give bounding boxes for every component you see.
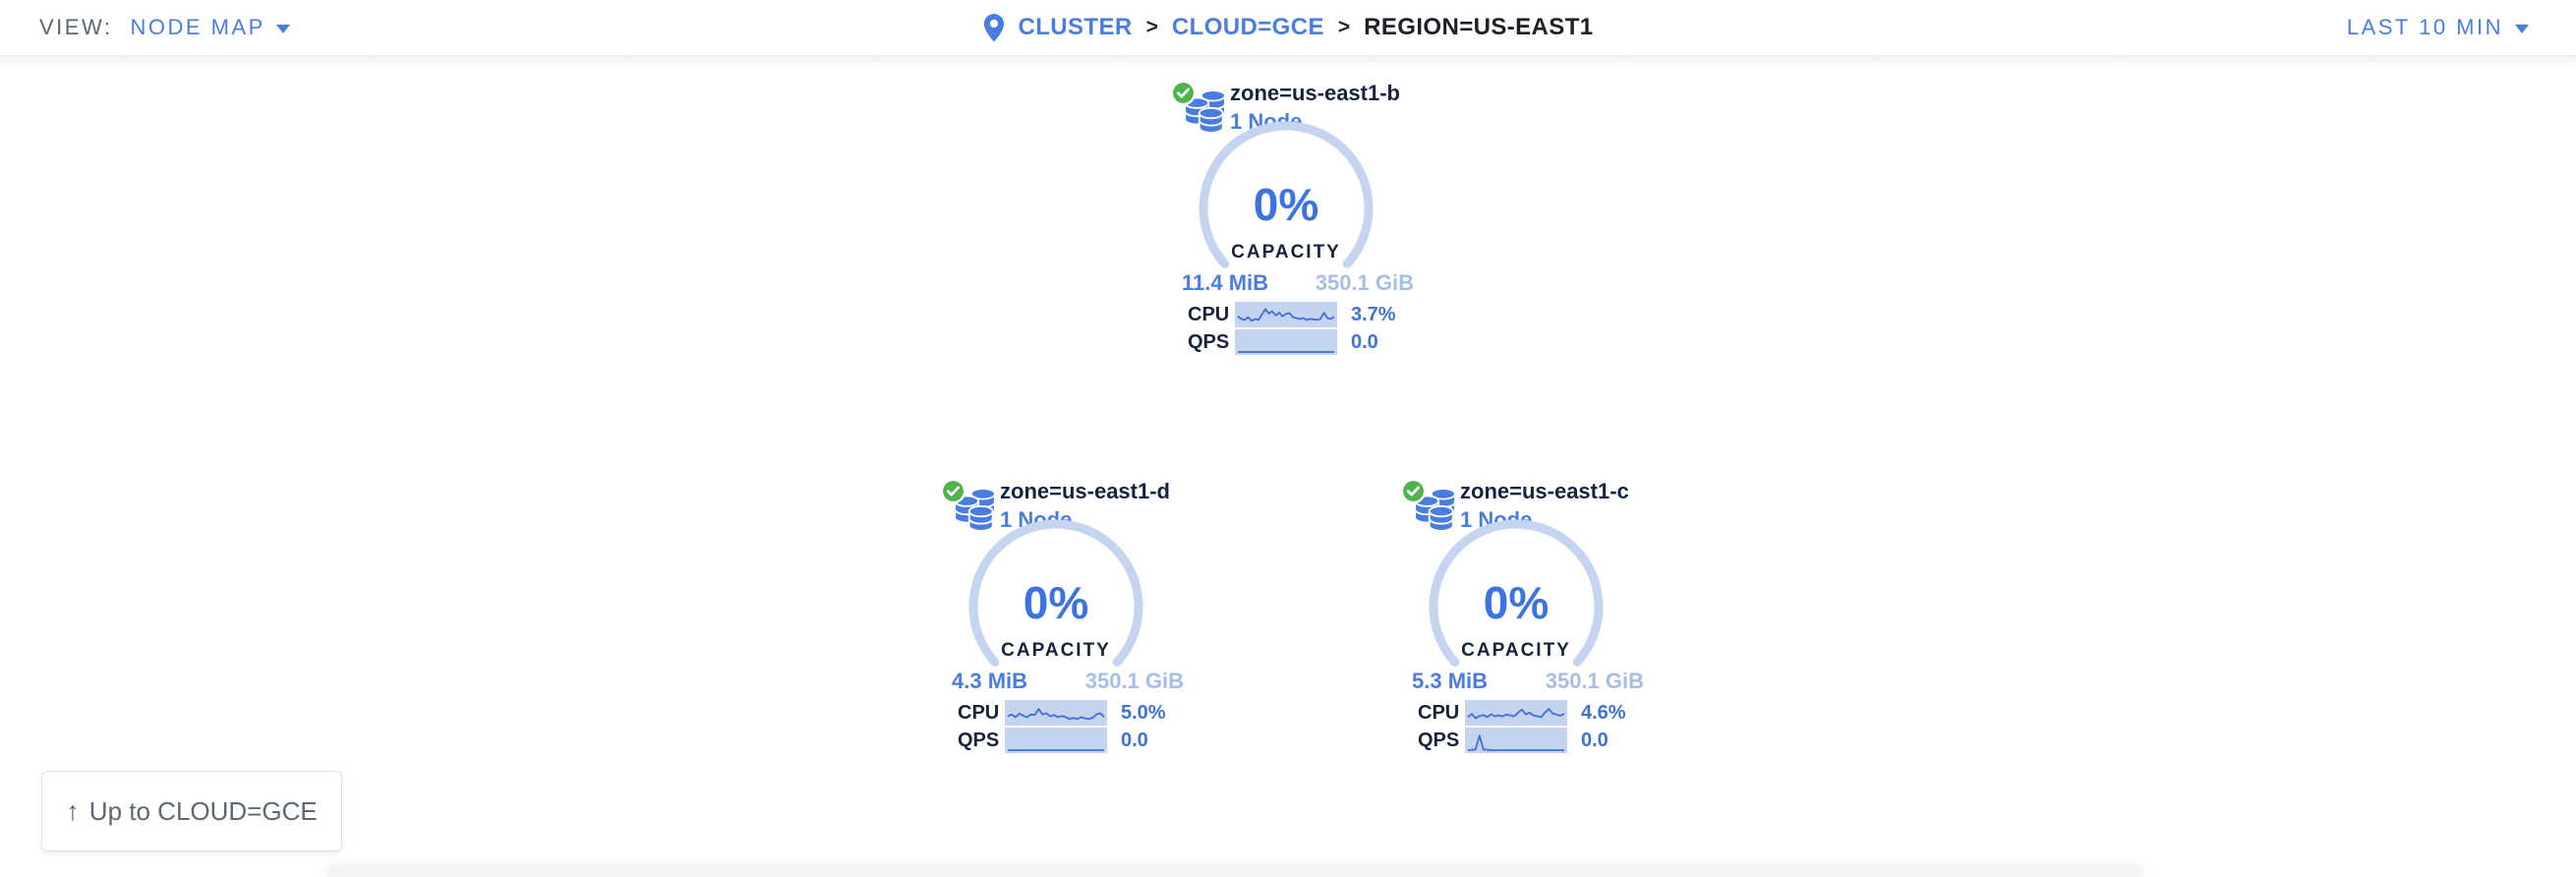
zone-locality-label: zone=us-east1-d xyxy=(1000,479,1170,503)
capacity-percent: 0% xyxy=(1483,577,1550,628)
capacity-total-value: 350.1 GiB xyxy=(1084,669,1184,693)
capacity-values: 11.4 MiB 350.1 GiB xyxy=(1182,270,1414,296)
view-dropdown[interactable]: NODE MAP xyxy=(130,15,290,40)
qps-value: 0.0 xyxy=(1121,729,1148,751)
map-pin-icon xyxy=(983,13,1005,41)
cpu-metric-row: CPU 4.6% xyxy=(1418,700,1638,726)
breadcrumb-current-region: REGION=US-EAST1 xyxy=(1364,14,1594,40)
cpu-label: CPU xyxy=(958,701,1000,724)
capacity-total-value: 350.1 GiB xyxy=(1315,270,1414,295)
capacity-percent: 0% xyxy=(1253,179,1319,230)
capacity-gauge-arc xyxy=(1199,121,1374,268)
node-stack-icon xyxy=(1414,488,1456,532)
chevron-down-icon xyxy=(2515,24,2529,33)
time-range-value: LAST 10 MIN xyxy=(2346,15,2503,39)
zone-node-card[interactable]: zone=us-east1-c 1 Node 0% CAPACITY 5.3 M… xyxy=(1388,473,1644,768)
capacity-label: CAPACITY xyxy=(1231,242,1341,263)
zone-node-card[interactable]: zone=us-east1-b 1 Node 0% CAPACITY 11.4 … xyxy=(1158,75,1414,370)
capacity-used-value: 4.3 MiB xyxy=(952,669,1028,693)
qps-label: QPS xyxy=(1188,330,1230,353)
capacity-used-value: 11.4 MiB xyxy=(1182,270,1269,295)
view-dropdown-value: NODE MAP xyxy=(130,15,265,39)
cpu-value: 5.0% xyxy=(1121,701,1166,724)
capacity-total-value: 350.1 GiB xyxy=(1545,669,1644,693)
cpu-value: 3.7% xyxy=(1351,303,1396,325)
healthy-check-icon xyxy=(1170,80,1197,106)
capacity-gauge-arc xyxy=(1429,519,1604,667)
qps-sparkline xyxy=(1465,728,1567,753)
breadcrumb-cloud-gce[interactable]: CLOUD=GCE xyxy=(1171,14,1324,40)
up-to-parent-button[interactable]: ↑ Up to CLOUD=GCE xyxy=(41,771,342,851)
qps-sparkline xyxy=(1235,329,1337,355)
view-selector-group: VIEW: NODE MAP xyxy=(39,0,290,55)
capacity-label: CAPACITY xyxy=(1001,640,1111,661)
cpu-sparkline xyxy=(1005,700,1107,726)
next-section-edge xyxy=(324,863,2145,877)
capacity-values: 4.3 MiB 350.1 GiB xyxy=(952,669,1184,694)
zone-locality-label: zone=us-east1-b xyxy=(1230,81,1400,105)
cpu-metric-row: CPU 3.7% xyxy=(1188,302,1408,327)
capacity-used-value: 5.3 MiB xyxy=(1412,669,1489,693)
arrow-up-icon: ↑ xyxy=(66,795,80,826)
capacity-values: 5.3 MiB 350.1 GiB xyxy=(1412,669,1644,694)
zone-locality-label: zone=us-east1-c xyxy=(1460,479,1629,503)
healthy-check-icon xyxy=(940,478,966,504)
qps-metric-row: QPS 0.0 xyxy=(958,728,1178,753)
time-range-group: LAST 10 MIN xyxy=(2347,0,2529,55)
breadcrumb-cluster[interactable]: CLUSTER xyxy=(1018,14,1133,40)
capacity-gauge-arc xyxy=(968,519,1143,667)
time-range-dropdown[interactable]: LAST 10 MIN xyxy=(2347,15,2529,40)
capacity-percent: 0% xyxy=(1023,577,1089,628)
qps-value: 0.0 xyxy=(1351,330,1378,353)
top-bar-shadow xyxy=(0,56,2576,68)
breadcrumb: CLUSTER > CLOUD=GCE > REGION=US-EAST1 xyxy=(982,0,1593,55)
breadcrumb-separator: > xyxy=(1145,16,1158,38)
cpu-value: 4.6% xyxy=(1581,701,1626,724)
healthy-check-icon xyxy=(1400,478,1427,504)
qps-value: 0.0 xyxy=(1581,729,1609,751)
capacity-label: CAPACITY xyxy=(1461,640,1571,661)
view-label: VIEW: xyxy=(39,15,113,39)
up-to-parent-label: Up to CLOUD=GCE xyxy=(88,795,318,826)
chevron-down-icon xyxy=(275,24,290,33)
cpu-sparkline xyxy=(1235,302,1337,327)
qps-sparkline xyxy=(1005,728,1107,753)
breadcrumb-separator: > xyxy=(1337,16,1351,38)
qps-label: QPS xyxy=(1418,729,1460,751)
qps-label: QPS xyxy=(958,729,1000,751)
cpu-metric-row: CPU 5.0% xyxy=(958,700,1178,726)
zone-node-card[interactable]: zone=us-east1-d 1 Node 0% CAPACITY 4.3 M… xyxy=(928,473,1184,768)
top-bar xyxy=(0,0,2576,56)
cpu-label: CPU xyxy=(1418,701,1460,724)
qps-metric-row: QPS 0.0 xyxy=(1418,728,1638,753)
node-stack-icon xyxy=(1184,89,1226,134)
qps-metric-row: QPS 0.0 xyxy=(1188,329,1408,355)
cpu-sparkline xyxy=(1465,700,1567,726)
node-stack-icon xyxy=(954,488,996,532)
cpu-label: CPU xyxy=(1188,303,1230,325)
